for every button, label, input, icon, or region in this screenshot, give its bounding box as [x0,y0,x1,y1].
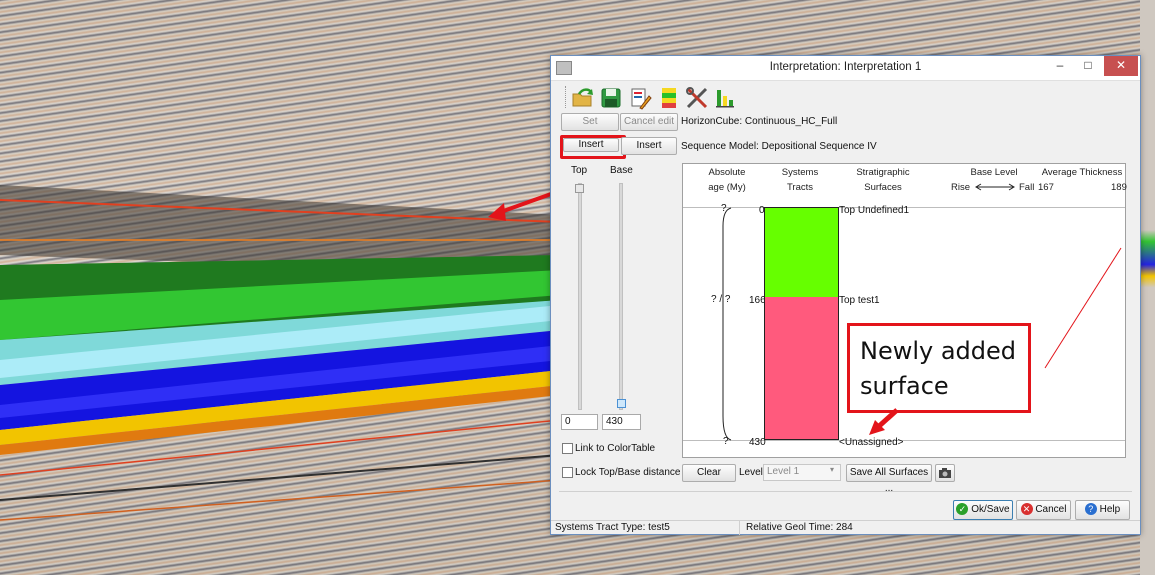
depth-label-top: 0 [759,205,765,216]
link-colortable-checkbox[interactable] [562,443,573,454]
top-slider-label: Top [571,165,588,176]
annotation-line [1044,247,1122,369]
rise-fall-arrow-icon [975,183,1015,191]
help-button[interactable]: ? Help [1075,500,1130,520]
header-fall: Fall [1019,182,1035,193]
bar-chart-icon[interactable] [713,86,737,110]
status-bar: Systems Tract Type: test5 Relative Geol … [551,520,1140,535]
footer-divider [683,440,1125,441]
cancel-edit-button[interactable]: Cancel edit [620,113,678,131]
level-label: Level [739,467,763,478]
newly-added-callout: Newly added surface [847,323,1031,413]
surface-label-new[interactable]: Top test1 [839,295,880,306]
cancel-button[interactable]: ✕ Cancel [1016,500,1071,520]
depth-label-mid: 166 [749,295,766,306]
top-slider-handle[interactable] [575,184,584,193]
toolbar-grip [565,86,568,108]
header-base-level: Base Level [970,167,1018,178]
status-geol-time: Relative Geol Time: 284 [746,522,853,533]
snapshot-button[interactable] [935,464,955,482]
level-select[interactable]: Level 1 [763,464,841,481]
title-bar[interactable]: Interpretation: Interpretation 1 – □ ✕ [551,56,1140,81]
seismic-horizons [0,185,560,521]
stratigraphy-panel[interactable]: Absolute age (My) Systems Tracts Stratig… [682,163,1127,458]
seismic-edge-strip [1140,0,1155,575]
top-slider-track[interactable] [578,183,582,410]
header-rise: Rise [951,182,971,193]
open-folder-icon[interactable] [571,86,595,110]
close-button[interactable]: ✕ [1104,56,1138,76]
base-slider-track[interactable] [619,183,623,410]
save-icon[interactable] [599,86,623,110]
help-label: Help [1099,504,1121,515]
header-stratigraphic: Stratigraphic [856,167,910,178]
header-tracts: Tracts [786,182,814,193]
systems-tract-upper[interactable] [764,207,839,299]
cancel-icon: ✕ [1020,503,1033,516]
header-age: age (My) [708,182,746,193]
age-label-bottom: ? [723,436,729,447]
base-value-field[interactable]: 430 [602,414,641,430]
ok-save-label: Ok/Save [971,504,1010,515]
header-average-thickness: Average Thickness [1041,167,1123,178]
surface-label-top[interactable]: Top Undefined1 [839,205,910,216]
save-all-surfaces-button[interactable]: Save All Surfaces ... [846,464,932,494]
header-divider [683,207,1125,208]
systems-tract-lower[interactable] [764,297,839,440]
colortable-icon[interactable] [657,86,681,110]
depth-label-bottom: 430 [749,437,766,448]
check-icon: ✓ [956,503,969,516]
clear-button[interactable]: Clear [682,464,736,482]
buttons-divider [559,491,1132,492]
set-button[interactable]: Set [561,113,619,131]
link-colortable-label: Link to ColorTable [575,443,656,454]
callout-line-1: Newly added [860,337,1017,365]
callout-line-2: surface [860,372,949,400]
help-icon: ? [1084,503,1097,516]
age-bracket [722,207,732,441]
top-value-field[interactable]: 0 [561,414,598,430]
base-slider-label: Base [610,165,633,176]
lock-distance-label: Lock Top/Base distance [575,467,681,478]
age-label-mid: ? / ? [711,294,731,305]
header-absolute: Absolute [708,167,746,178]
tools-icon[interactable] [685,86,709,110]
cancel-label: Cancel [1035,504,1067,515]
minimize-button[interactable]: – [1056,58,1064,72]
lock-distance-checkbox[interactable] [562,467,573,478]
chevron-down-icon[interactable]: ▾ [830,465,835,474]
sequence-model-label: Sequence Model: Depositional Sequence IV [681,141,877,152]
camera-icon [939,468,951,478]
base-slider-handle[interactable] [617,399,626,408]
header-surfaces: Surfaces [864,182,902,193]
insert-base-button[interactable]: Insert [621,137,677,155]
thickness-min: 167 [1038,182,1054,193]
ok-save-button[interactable]: ✓ Ok/Save [953,500,1013,520]
maximize-button[interactable]: □ [1084,58,1092,72]
callout-arrow [869,408,899,435]
interpretation-window: Interpretation: Interpretation 1 – □ ✕ [550,55,1141,535]
window-title: Interpretation: Interpretation 1 [769,61,922,73]
horizoncube-label: HorizonCube: Continuous_HC_Full [681,116,838,127]
edit-document-icon[interactable] [628,86,652,110]
app-icon [556,61,572,75]
surface-label-unassigned[interactable]: <Unassigned> [839,437,904,448]
insert-top-button[interactable]: Insert [563,138,619,152]
header-systems: Systems [781,167,819,178]
status-divider [739,521,740,535]
status-systems-tract: Systems Tract Type: test5 [555,522,670,533]
age-label-top: ? [721,203,727,214]
thickness-max: 189 [1111,182,1127,193]
